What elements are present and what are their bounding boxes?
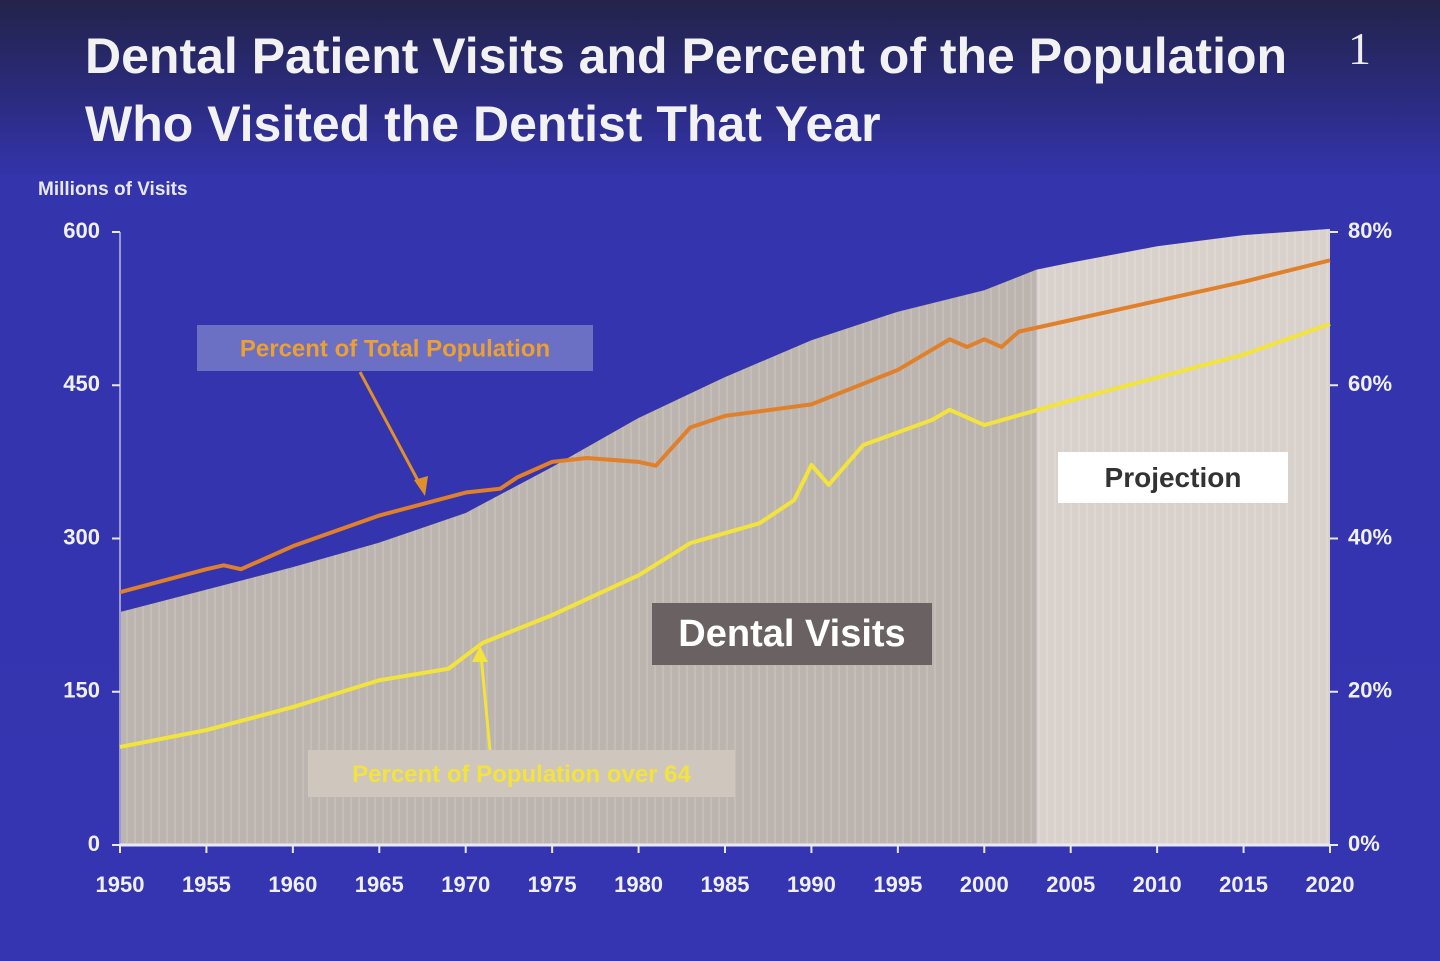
x-tick-label: 1970 [441, 872, 490, 897]
annotation-box [652, 603, 932, 665]
x-tick-label: 1955 [182, 872, 231, 897]
x-tick-label: 1995 [873, 872, 922, 897]
y2-tick-label: 40% [1348, 524, 1392, 549]
x-tick-label: 2020 [1306, 872, 1355, 897]
annotation: Dental Visits [678, 613, 905, 655]
y2-tick-label: 80% [1348, 218, 1392, 243]
y-tick-label: 300 [63, 524, 100, 549]
x-tick-label: 1975 [528, 872, 577, 897]
x-tick-label: 1980 [614, 872, 663, 897]
y2-tick-label: 0% [1348, 831, 1380, 856]
area-texture [120, 269, 1037, 846]
axes: Millions of Visits 0 150 300 450 600 0% 20% 40% 6… [38, 179, 1392, 897]
y-tick-label: 0 [88, 831, 100, 856]
y2-tick-label: 20% [1348, 678, 1392, 703]
arrow [358, 371, 425, 491]
annotation: Percent of Total Population [240, 335, 550, 362]
x-tick-label: 2005 [1046, 872, 1095, 897]
annotation: Projection [1105, 462, 1242, 493]
page-number: 1 [1348, 23, 1371, 74]
y-axis-title: Millions of Visits [38, 179, 188, 200]
area-texture [1036, 228, 1330, 845]
line [119, 258, 1331, 595]
y-tick-label: 600 [63, 218, 100, 243]
x-tick-label: 1990 [787, 872, 836, 897]
x-tick-label: 1950 [96, 872, 145, 897]
annotation: Percent of Population over 64 [352, 761, 691, 788]
arrow [479, 654, 492, 751]
arrow-head [472, 646, 488, 662]
annotation-box [308, 750, 735, 797]
x-tick-label: 2010 [1133, 872, 1182, 897]
y2-tick-label: 60% [1348, 371, 1392, 396]
x-tick-label: 2015 [1219, 872, 1268, 897]
line [119, 322, 1331, 749]
x-tick-label: 1965 [355, 872, 404, 897]
x-tick-label: 1960 [268, 872, 317, 897]
x-tick-label: 1985 [701, 872, 750, 897]
y-tick-label: 150 [63, 678, 100, 703]
arrow-head [414, 476, 428, 496]
areas [120, 228, 1330, 846]
lines [119, 258, 1331, 749]
y-tick-label: 450 [63, 371, 100, 396]
annotation-box [197, 325, 593, 371]
annotation-box [1058, 452, 1288, 503]
x-tick-label: 2000 [960, 872, 1009, 897]
annotations: Percent of Total Population Percent of Po… [197, 325, 1288, 797]
chart-title: Dental Patient Visits and Percent of the… [85, 28, 1288, 152]
